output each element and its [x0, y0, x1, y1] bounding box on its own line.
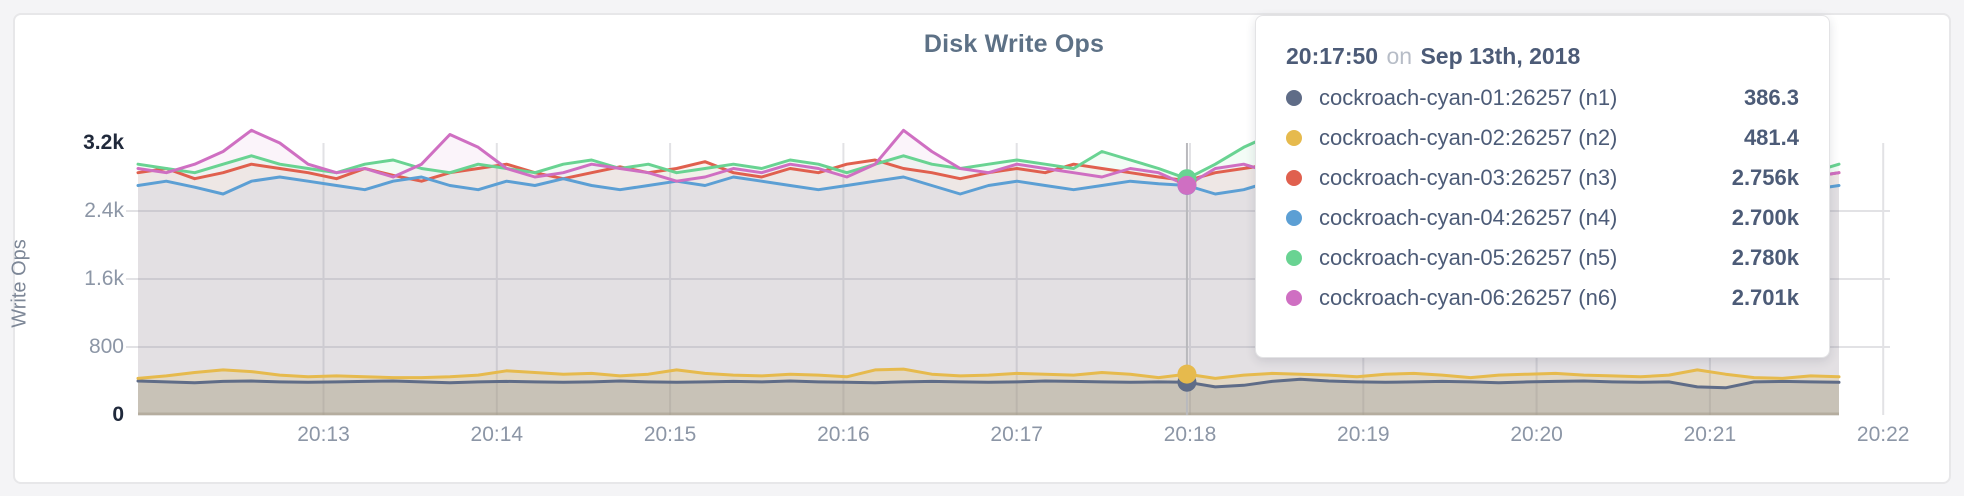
- tooltip-series-label: cockroach-cyan-02:26257 (n2): [1319, 125, 1618, 150]
- x-tick-label: 20:18: [1163, 423, 1217, 446]
- x-tick-label: 20:17: [990, 423, 1043, 446]
- tooltip-conjunction: on: [1386, 43, 1413, 69]
- tooltip-date: Sep 13th, 2018: [1420, 43, 1581, 69]
- tooltip-series-label: cockroach-cyan-06:26257 (n6): [1319, 285, 1618, 310]
- tooltip-time: 20:17:50: [1286, 43, 1379, 69]
- tooltip-row: cockroach-cyan-04:26257 (n4) 2.700k: [1286, 205, 1799, 231]
- series-color-dot-icon: [1286, 130, 1302, 146]
- tooltip-rows: cockroach-cyan-01:26257 (n1) 386.3 cockroa…: [1286, 85, 1799, 311]
- hover-dot: [1177, 175, 1197, 195]
- tooltip-row: cockroach-cyan-06:26257 (n6) 2.701k: [1286, 285, 1799, 311]
- tooltip-series-label: cockroach-cyan-03:26257 (n3): [1319, 165, 1618, 190]
- series-color-dot-icon: [1286, 90, 1302, 106]
- hover-dot: [1177, 364, 1197, 384]
- series-line: [136, 367, 1841, 380]
- tooltip-series-value: 2.701k: [1731, 285, 1799, 310]
- tooltip-series-value: 2.780k: [1731, 245, 1799, 270]
- x-tick-label: 20:14: [470, 423, 524, 446]
- x-tick-label: 20:22: [1856, 423, 1910, 446]
- chart-title: Disk Write Ops: [923, 30, 1105, 58]
- tooltip-series-value: 2.756k: [1731, 165, 1799, 190]
- tooltip-header: 20:17:50 on Sep 13th, 2018: [1286, 41, 1799, 71]
- x-tick-label: 20:13: [297, 423, 350, 446]
- tooltip-row: cockroach-cyan-03:26257 (n3) 2.756k: [1286, 165, 1799, 191]
- x-tick-label: 20:16: [817, 423, 870, 446]
- series-color-dot-icon: [1286, 210, 1302, 226]
- y-tick-label: 2.4k: [84, 199, 124, 222]
- x-tick-label: 20:20: [1510, 423, 1563, 446]
- y-tick-label: 0: [112, 403, 124, 426]
- y-tick-label: 800: [88, 335, 124, 358]
- tooltip-row: cockroach-cyan-05:26257 (n5) 2.780k: [1286, 245, 1799, 271]
- hover-dots: [1177, 169, 1197, 392]
- series-color-dot-icon: [1286, 290, 1302, 306]
- tooltip-row: cockroach-cyan-01:26257 (n1) 386.3: [1286, 85, 1799, 111]
- tooltip-series-value: 386.3: [1743, 85, 1799, 110]
- tooltip-series-value: 2.700k: [1731, 205, 1799, 230]
- y-tick-label: 1.6k: [84, 267, 124, 290]
- series-line: [136, 377, 1841, 390]
- x-tick-label: 20:21: [1683, 423, 1737, 446]
- tooltip-series-label: cockroach-cyan-01:26257 (n1): [1319, 85, 1618, 110]
- tooltip-row: cockroach-cyan-02:26257 (n2) 481.4: [1286, 125, 1799, 151]
- chart-tooltip: 20:17:50 on Sep 13th, 2018 cockroach-cya…: [1255, 15, 1830, 358]
- tooltip-series-value: 481.4: [1743, 125, 1799, 150]
- series-color-dot-icon: [1286, 250, 1302, 266]
- series-color-dot-icon: [1286, 170, 1302, 186]
- y-tick-label: 3.2k: [83, 131, 124, 154]
- tooltip-series-label: cockroach-cyan-05:26257 (n5): [1319, 245, 1618, 270]
- x-tick-label: 20:19: [1337, 423, 1390, 446]
- x-tick-label: 20:15: [643, 423, 697, 446]
- tooltip-series-label: cockroach-cyan-04:26257 (n4): [1319, 205, 1618, 230]
